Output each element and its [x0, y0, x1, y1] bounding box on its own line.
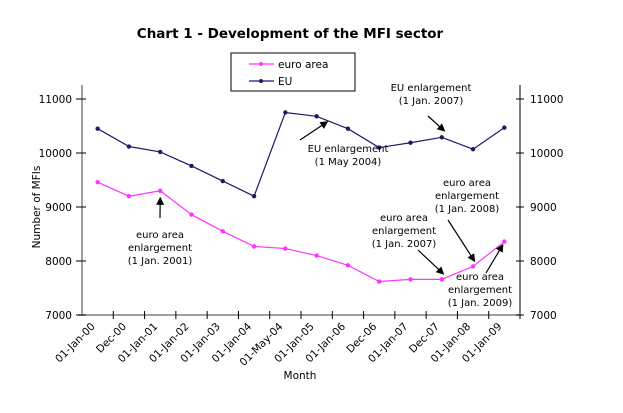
- annotation-text: euro area: [443, 178, 491, 189]
- data-point-eu: [502, 125, 507, 130]
- data-point-euro-area: [251, 244, 257, 249]
- data-point-eu: [95, 126, 100, 131]
- y-tick-label-left: 10000: [39, 148, 72, 160]
- chart-title: Chart 1 - Development of the MFI sector: [137, 26, 444, 42]
- data-point-eu: [251, 194, 257, 199]
- series-line-euro-area: [97, 181, 505, 283]
- y-tick-label-right: 11000: [530, 94, 563, 106]
- data-point-euro-area: [345, 263, 351, 268]
- annotation-text: enlargement: [372, 226, 436, 237]
- y-tick-label-right: 9000: [530, 202, 557, 214]
- annotation: euro area enlargement (1 Jan. 2001): [128, 196, 193, 267]
- series-euro-area: [95, 179, 507, 284]
- annotation-arrow: [447, 219, 476, 263]
- legend-marker-eu: [259, 79, 263, 83]
- data-point-euro-area: [189, 212, 194, 217]
- annotation: EU enlargement (1 May 2004): [299, 121, 389, 168]
- data-point-euro-area: [470, 264, 476, 269]
- data-point-euro-area: [220, 229, 225, 234]
- annotation-text: enlargement: [448, 285, 512, 296]
- annotation-text: euro area: [456, 272, 504, 283]
- data-point-eu: [408, 140, 413, 145]
- data-point-eu: [220, 178, 225, 184]
- y-tick-label-right: 8000: [530, 256, 557, 268]
- annotation-text: (1 May 2004): [315, 157, 382, 168]
- annotation-text: (1 Jan. 2001): [128, 256, 193, 267]
- y-axis-title: Number of MFIs: [31, 166, 43, 249]
- legend: euro area EU: [230, 52, 356, 92]
- annotation-text: euro area: [380, 213, 428, 224]
- data-point-euro-area: [126, 194, 132, 199]
- data-point-eu: [283, 110, 288, 115]
- annotation-text: (1 Jan. 2007): [372, 239, 437, 250]
- annotation: EU enlargement (1 Jan. 2007): [391, 83, 472, 132]
- data-point-eu: [439, 135, 444, 140]
- annotation-text: euro area: [136, 230, 184, 241]
- data-point-euro-area: [283, 246, 288, 251]
- data-point-eu: [126, 144, 132, 149]
- annotation-text: EU enlargement: [308, 144, 389, 155]
- legend-box: [230, 52, 356, 92]
- data-point-euro-area: [95, 179, 100, 185]
- annotation-text: EU enlargement: [391, 83, 472, 94]
- x-axis-title: Month: [284, 370, 317, 382]
- data-point-eu: [189, 163, 194, 169]
- annotations: euro area enlargement (1 Jan. 2001) EU enla…: [128, 83, 513, 309]
- annotation-arrow: [299, 121, 329, 141]
- y-tick-label-left: 7000: [45, 310, 72, 322]
- data-point-eu: [345, 126, 351, 131]
- series-line-eu: [97, 111, 505, 198]
- annotation-arrow: [485, 243, 504, 274]
- annotation-text: (1 Jan. 2007): [399, 96, 464, 107]
- data-point-eu: [158, 149, 163, 155]
- annotation-text: enlargement: [128, 243, 192, 254]
- y-tick-label-left: 8000: [45, 256, 72, 268]
- annotation-arrow: [417, 249, 445, 275]
- legend-label-eu: EU: [278, 76, 292, 88]
- x-tick-label: 01-Jan-00: [53, 321, 98, 366]
- y-tick-label-right: 7000: [530, 310, 557, 322]
- data-point-euro-area: [439, 277, 444, 282]
- annotation: euro area enlargement (1 Jan. 2009): [448, 243, 513, 309]
- data-point-euro-area: [314, 253, 319, 258]
- annotation: euro area enlargement (1 Jan. 2008): [435, 178, 500, 263]
- legend-label-euro-area: euro area: [278, 59, 328, 71]
- y-tick-label-right: 10000: [530, 148, 563, 160]
- annotation: euro area enlargement (1 Jan. 2007): [372, 213, 445, 275]
- data-point-euro-area: [158, 188, 163, 193]
- annotation-text: enlargement: [435, 191, 499, 202]
- annotation-text: (1 Jan. 2009): [448, 298, 513, 309]
- data-point-eu: [377, 145, 382, 150]
- axes: 7000 7000 8000 8000 9000 9000 10000 10000 11000 1…: [31, 85, 563, 382]
- y-tick-label-left: 11000: [39, 94, 72, 106]
- series-eu: [95, 110, 507, 199]
- annotation-text: (1 Jan. 2008): [435, 204, 500, 215]
- legend-marker-euro-area: [259, 62, 263, 66]
- data-point-euro-area: [377, 279, 382, 284]
- data-point-euro-area: [408, 277, 413, 282]
- data-point-eu: [470, 147, 476, 152]
- data-point-eu: [314, 114, 319, 119]
- annotation-arrow: [427, 115, 446, 132]
- y-tick-label-left: 9000: [45, 202, 72, 214]
- series-layer: [95, 110, 507, 284]
- data-point-euro-area: [502, 239, 507, 244]
